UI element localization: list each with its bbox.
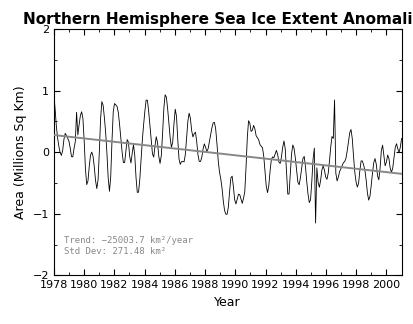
Text: Trend: −25003.7 km²/year
Std Dev: 271.48 km²: Trend: −25003.7 km²/year Std Dev: 271.48… xyxy=(64,236,193,256)
Title: Northern Hemisphere Sea Ice Extent Anomalies: Northern Hemisphere Sea Ice Extent Anoma… xyxy=(23,12,413,27)
Y-axis label: Area (Millions Sq Km): Area (Millions Sq Km) xyxy=(14,86,27,219)
X-axis label: Year: Year xyxy=(214,296,240,309)
